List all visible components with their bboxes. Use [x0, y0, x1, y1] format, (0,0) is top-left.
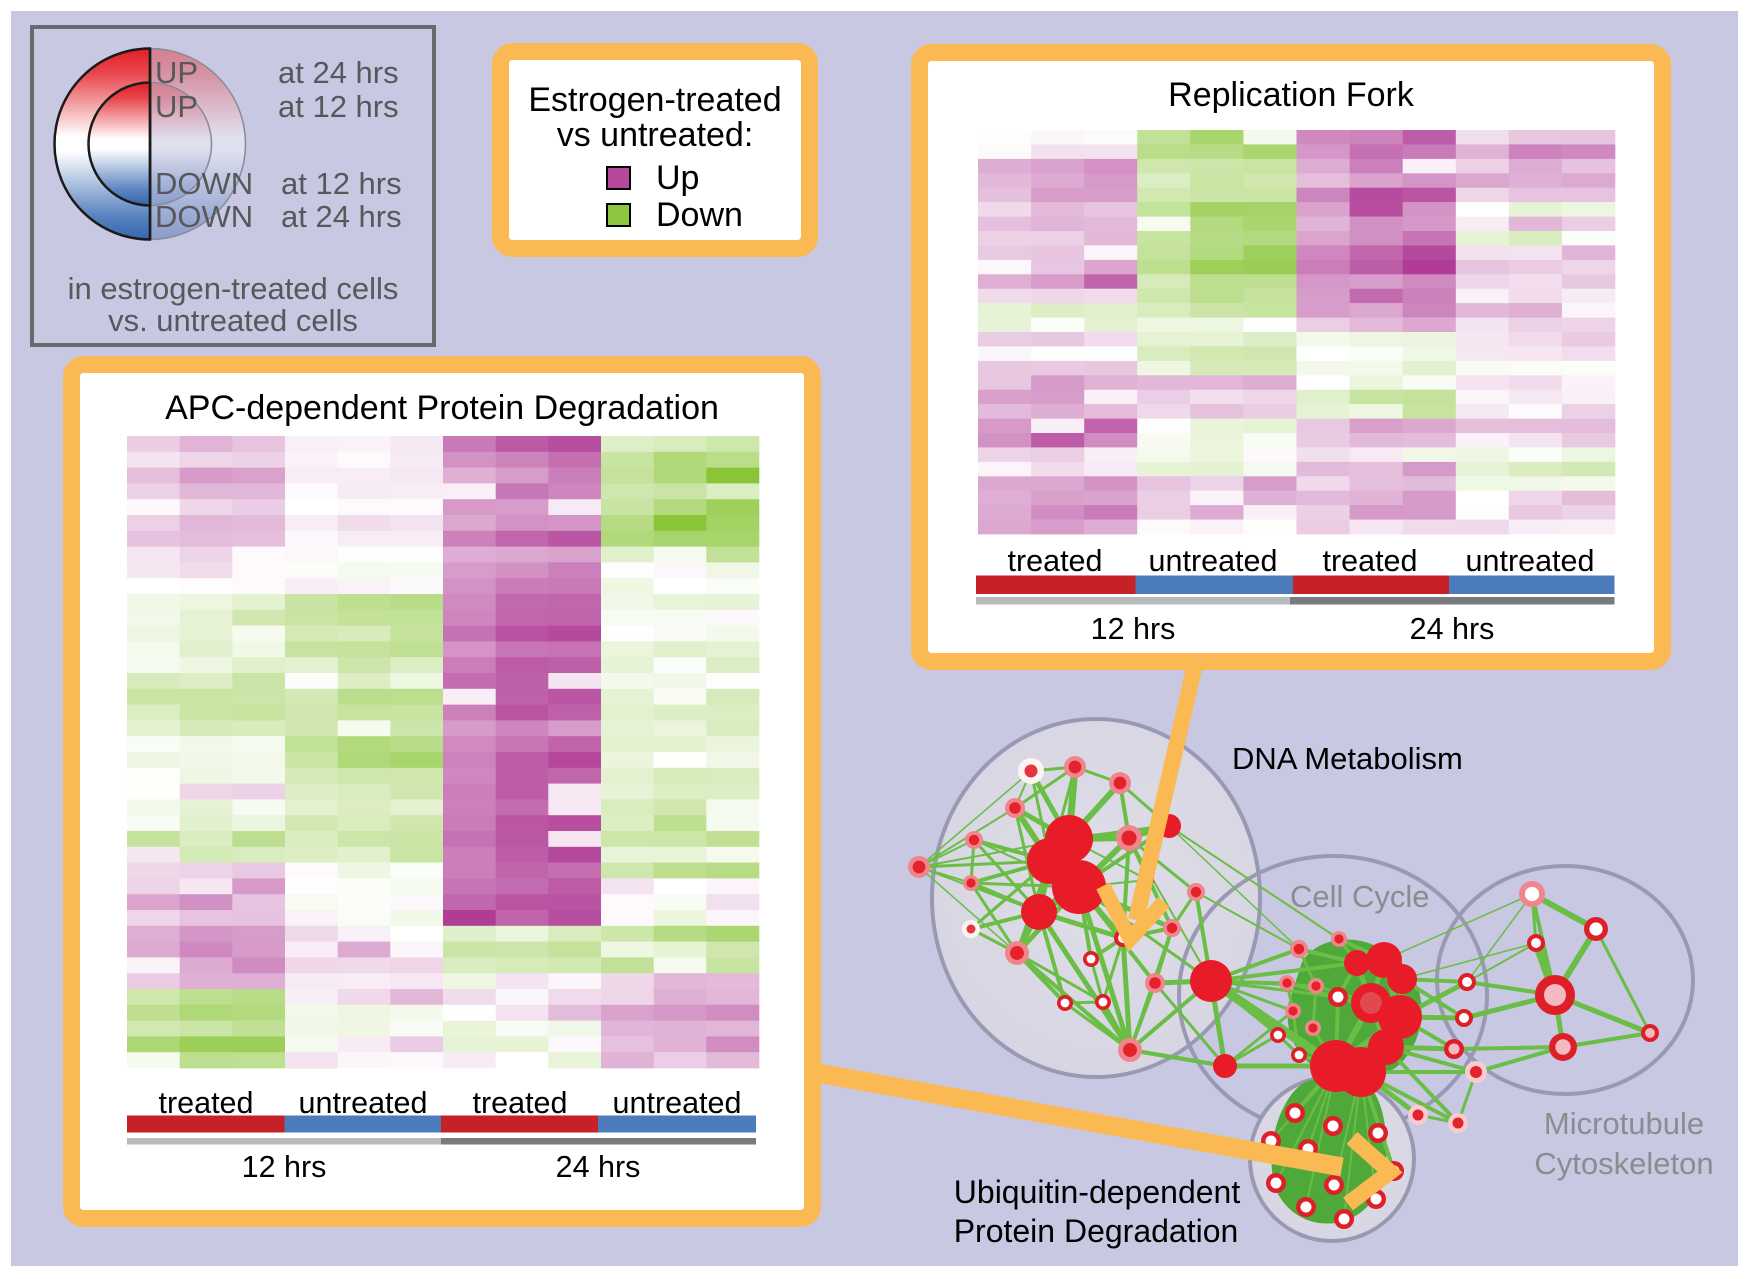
- svg-text:untreated: untreated: [299, 1086, 428, 1120]
- svg-text:24 hrs: 24 hrs: [1410, 612, 1495, 646]
- svg-text:at 24 hrs: at 24 hrs: [281, 199, 402, 234]
- svg-text:treated: treated: [473, 1086, 568, 1120]
- svg-text:Estrogen-treated: Estrogen-treated: [528, 81, 781, 119]
- svg-text:UP: UP: [155, 55, 198, 90]
- svg-text:Cytoskeleton: Cytoskeleton: [1534, 1146, 1713, 1181]
- svg-text:APC-dependent Protein Degradat: APC-dependent Protein Degradation: [165, 389, 719, 427]
- svg-text:vs. untreated cells: vs. untreated cells: [108, 303, 358, 338]
- svg-text:treated: treated: [1323, 544, 1418, 578]
- svg-text:Replication Fork: Replication Fork: [1168, 76, 1415, 114]
- svg-text:DNA Metabolism: DNA Metabolism: [1232, 741, 1463, 776]
- svg-text:24 hrs: 24 hrs: [556, 1150, 641, 1184]
- svg-text:Up: Up: [656, 159, 699, 197]
- svg-text:at 12 hrs: at 12 hrs: [281, 166, 402, 201]
- svg-text:UP: UP: [155, 89, 198, 124]
- svg-text:12 hrs: 12 hrs: [242, 1150, 327, 1184]
- svg-text:at 12 hrs: at 12 hrs: [278, 89, 399, 124]
- svg-text:untreated: untreated: [1149, 544, 1278, 578]
- svg-text:at 24 hrs: at 24 hrs: [278, 55, 399, 90]
- svg-text:Microtubule: Microtubule: [1544, 1106, 1704, 1141]
- svg-text:untreated: untreated: [613, 1086, 742, 1120]
- svg-text:untreated: untreated: [1466, 544, 1595, 578]
- svg-text:DOWN: DOWN: [155, 199, 253, 234]
- svg-text:Ubiquitin-dependent: Ubiquitin-dependent: [954, 1174, 1241, 1210]
- svg-text:Cell Cycle: Cell Cycle: [1290, 879, 1430, 914]
- svg-text:treated: treated: [159, 1086, 254, 1120]
- svg-text:Down: Down: [656, 196, 743, 234]
- svg-text:vs untreated:: vs untreated:: [557, 116, 754, 154]
- svg-text:DOWN: DOWN: [155, 166, 253, 201]
- svg-text:12 hrs: 12 hrs: [1091, 612, 1176, 646]
- svg-text:in estrogen-treated cells: in estrogen-treated cells: [68, 271, 399, 306]
- svg-text:treated: treated: [1008, 544, 1103, 578]
- svg-text:Protein Degradation: Protein Degradation: [954, 1213, 1239, 1249]
